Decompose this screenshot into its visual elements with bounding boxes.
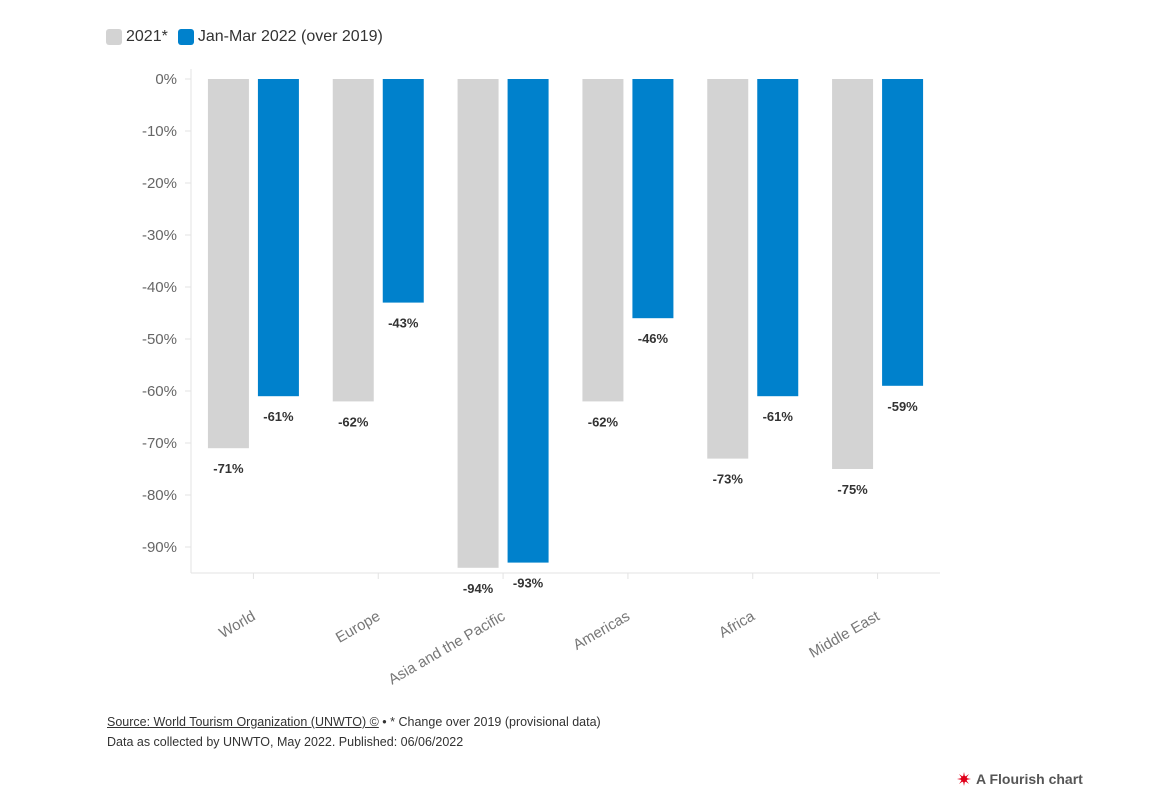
x-tick-label-europe: Europe bbox=[333, 608, 383, 647]
y-tick-label: -50% bbox=[142, 331, 177, 348]
x-tick-label-africa: Africa bbox=[716, 607, 758, 641]
data-label-asia-and-the-pacific-jan-mar-2022: -93% bbox=[513, 576, 544, 591]
legend-swatch-jan-mar-2022 bbox=[177, 29, 194, 45]
flourish-logo-icon bbox=[957, 772, 971, 786]
x-tick-label-middle-east: Middle East bbox=[806, 607, 883, 661]
footer-note: * Change over 2019 (provisional data) bbox=[390, 715, 601, 729]
bar-chart: 0% -10% -20% -30% -40% -50% -60% -70% -80% -90% Wo… bbox=[142, 69, 940, 688]
bar-middle-east-jan-mar-2022[interactable] bbox=[882, 79, 924, 386]
bar-world-jan-mar-2022[interactable] bbox=[257, 79, 299, 397]
x-tick-label-asia-and-the-pacific: Asia and the Pacific bbox=[385, 607, 508, 688]
y-tick-label: -90% bbox=[142, 539, 177, 556]
y-tick-label: -40% bbox=[142, 279, 177, 296]
y-tick-label: -10% bbox=[142, 123, 177, 140]
x-tick-label-americas: Americas bbox=[570, 608, 633, 654]
bar-americas-2021[interactable] bbox=[582, 79, 624, 402]
footer-published: Data as collected by UNWTO, May 2022. Pu… bbox=[107, 735, 464, 749]
data-label-middle-east-jan-mar-2022: -59% bbox=[887, 399, 918, 414]
data-label-world-jan-mar-2022: -61% bbox=[263, 409, 294, 424]
legend-item-jan-mar-2022[interactable]: Jan-Mar 2022 (over 2019) bbox=[177, 28, 383, 46]
bar-world-2021[interactable] bbox=[207, 79, 249, 449]
legend-swatch-2021 bbox=[106, 29, 122, 45]
y-tick-label: -30% bbox=[142, 227, 177, 244]
data-label-world-2021: -71% bbox=[213, 461, 244, 476]
bar-americas-jan-mar-2022[interactable] bbox=[632, 79, 674, 319]
bar-asia-and-the-pacific-2021[interactable] bbox=[457, 79, 499, 568]
data-label-africa-2021: -73% bbox=[713, 472, 744, 487]
bar-africa-jan-mar-2022[interactable] bbox=[757, 79, 799, 397]
data-label-asia-and-the-pacific-2021: -94% bbox=[463, 581, 494, 596]
footer-separator: • bbox=[382, 715, 387, 729]
data-label-middle-east-2021: -75% bbox=[837, 482, 868, 497]
y-tick-label: -20% bbox=[142, 175, 177, 192]
data-label-africa-jan-mar-2022: -61% bbox=[763, 409, 794, 424]
bar-middle-east-2021[interactable] bbox=[832, 79, 874, 469]
source-link[interactable]: Source: World Tourism Organization (UNWT… bbox=[107, 715, 379, 729]
bar-asia-and-the-pacific-jan-mar-2022[interactable] bbox=[507, 79, 549, 563]
y-tick-label: -80% bbox=[142, 487, 177, 504]
bar-europe-2021[interactable] bbox=[332, 79, 374, 402]
data-label-europe-jan-mar-2022: -43% bbox=[388, 316, 419, 331]
x-tick-label-world: World bbox=[216, 608, 258, 642]
legend-item-2021[interactable]: 2021* bbox=[106, 28, 168, 46]
legend-label-2021: 2021* bbox=[126, 28, 168, 45]
legend-label-jan-mar-2022: Jan-Mar 2022 (over 2019) bbox=[197, 28, 383, 45]
flourish-branding[interactable]: A Flourish chart bbox=[957, 771, 1083, 787]
data-label-americas-jan-mar-2022: -46% bbox=[638, 331, 669, 346]
chart-legend: 2021* Jan-Mar 2022 (over 2019) bbox=[106, 28, 383, 46]
bar-europe-jan-mar-2022[interactable] bbox=[382, 79, 424, 303]
y-tick-label: -60% bbox=[142, 383, 177, 400]
data-label-europe-2021: -62% bbox=[338, 414, 369, 429]
flourish-label: A Flourish chart bbox=[976, 771, 1083, 787]
y-tick-label: -70% bbox=[142, 435, 177, 452]
data-label-americas-2021: -62% bbox=[588, 414, 619, 429]
y-tick-label: 0% bbox=[155, 71, 177, 88]
bar-africa-2021[interactable] bbox=[707, 79, 749, 459]
chart-footer: Source: World Tourism Organization (UNWT… bbox=[107, 712, 601, 752]
